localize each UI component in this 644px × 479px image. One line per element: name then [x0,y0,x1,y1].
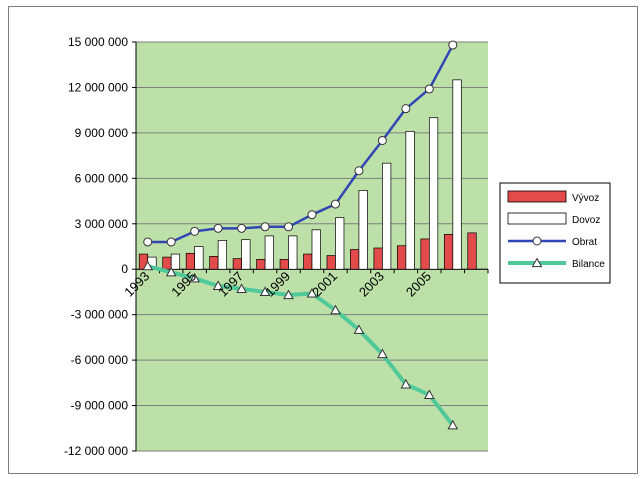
point-bilance [283,289,294,300]
bar-dovoz [170,253,181,270]
point-obrat [260,222,270,232]
y-tick-label: 12 000 000 [68,80,128,94]
point-obrat [143,237,153,247]
point-obrat [237,223,247,233]
bar-dovoz [264,235,274,270]
bar-vyvoz [397,245,407,270]
point-bilance [259,286,271,297]
point-obrat [213,223,223,233]
point-obrat [330,199,340,209]
point-bilance [212,280,224,290]
bar-dovoz [217,240,227,270]
legend-label-obrat: Obrat [572,237,597,248]
y-tick-label: 9 000 000 [75,126,129,140]
point-obrat [354,166,364,176]
bar-vyvoz [185,252,196,270]
legend-swatch-vyvoz [507,190,567,203]
point-obrat [190,226,200,236]
point-bilance [236,283,247,294]
bar-vyvoz [162,256,172,270]
bar-dovoz [428,117,439,270]
bar-vyvoz [326,255,336,270]
bar-vyvoz [232,258,242,270]
legend-marker-bilance [531,257,543,268]
point-bilance [330,304,341,315]
y-tick-label: -12 000 000 [64,444,128,458]
y-tick-label: -3 000 000 [71,308,129,322]
legend-label-vyvoz: Vývoz [572,193,599,204]
point-bilance [377,348,388,359]
y-tick-label: -9 000 000 [71,399,129,413]
point-obrat [448,40,458,50]
bar-dovoz [358,190,368,270]
bar-dovoz [194,246,204,270]
bar-vyvoz [303,253,313,270]
point-obrat [401,104,411,114]
legend-label-dovoz: Dovoz [572,215,600,226]
y-tick-label: 15 000 000 [68,35,128,49]
bar-vyvoz [209,255,219,270]
bar-dovoz [405,131,415,270]
bar-dovoz [335,217,345,270]
bar-dovoz [288,235,298,270]
bar-vyvoz [256,259,266,270]
point-obrat [284,222,294,232]
y-tick-label: -6 000 000 [71,353,129,367]
legend-swatch-dovoz [507,212,567,225]
point-bilance [423,389,435,400]
bar-vyvoz [420,238,430,270]
point-bilance [142,260,154,271]
bar-vyvoz [350,249,360,270]
point-obrat [166,237,176,247]
y-tick-label: 6 000 000 [75,171,129,185]
bar-vyvoz [443,234,454,270]
bar-dovoz [382,162,392,270]
bar-dovoz [311,229,321,270]
point-bilance [189,272,201,283]
line-bilance [147,264,455,427]
bar-vyvoz [373,247,383,270]
point-obrat [424,84,434,94]
y-tick-label: 0 [121,262,128,276]
point-bilance [165,266,177,277]
point-bilance [400,378,412,389]
point-bilance [353,324,365,334]
point-obrat [307,210,317,220]
bar-dovoz [241,239,251,270]
point-bilance [447,419,459,430]
y-tick-label: 3 000 000 [75,217,129,231]
bar-dovoz [452,79,462,270]
point-obrat [377,135,387,145]
bar-vyvoz [467,232,477,270]
legend-label-bilance: Bilance [572,259,605,270]
point-bilance [306,287,318,298]
legend-marker-obrat [532,236,542,246]
bar-vyvoz [279,259,289,270]
